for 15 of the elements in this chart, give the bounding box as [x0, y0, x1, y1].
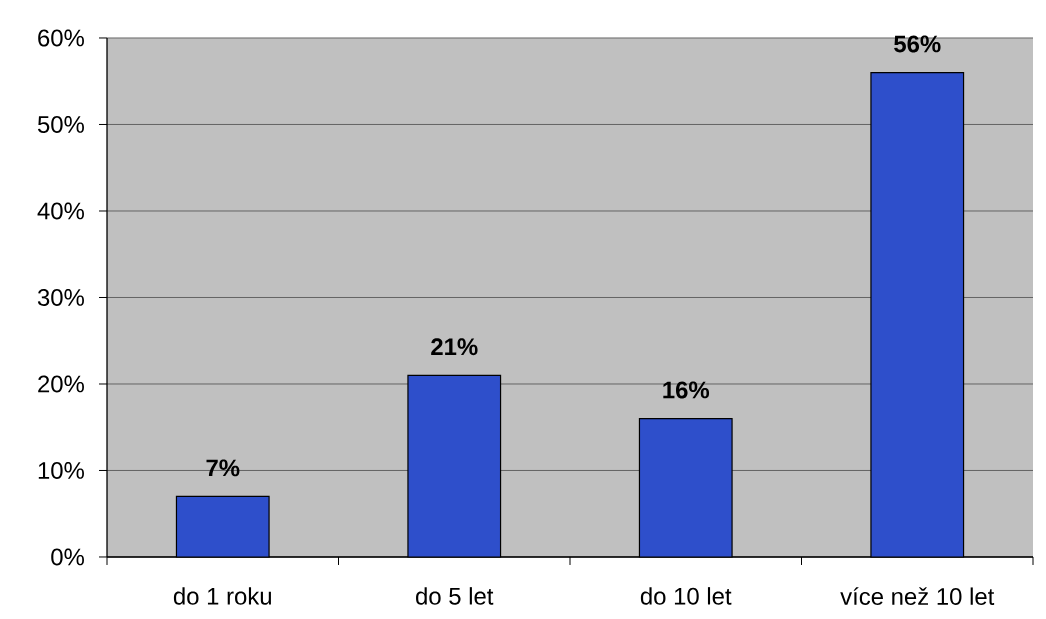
data-label: 16%	[663, 381, 710, 399]
data-label: 56%	[894, 35, 941, 53]
x-tick-label: do 5 let	[416, 587, 494, 605]
y-tick-label: 60%	[38, 29, 84, 47]
y-tick-label: 20%	[38, 375, 84, 393]
x-tick-label: do 1 roku	[173, 587, 271, 605]
data-label: 7%	[206, 459, 240, 477]
data-label: 21%	[431, 338, 478, 356]
y-tick-label: 30%	[37, 289, 84, 306]
x-tick-label: více než 10 let	[840, 587, 995, 605]
x-tick-label: do 10 let	[640, 587, 732, 605]
y-tick-label: 0%	[51, 548, 84, 566]
y-tick-label: 10%	[38, 462, 84, 479]
y-tick-label: 40%	[37, 202, 84, 220]
y-tick-label: 50%	[37, 116, 84, 133]
